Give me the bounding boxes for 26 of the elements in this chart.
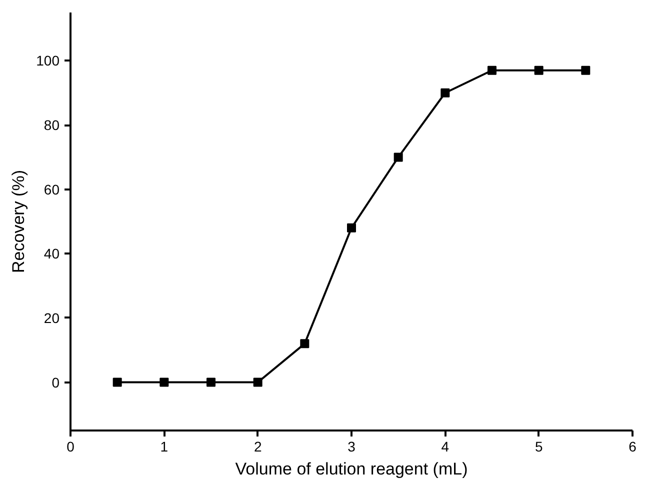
- point: [581, 66, 590, 75]
- x-axis-title: Volume of elution reagent (mL): [235, 460, 468, 478]
- point: [160, 378, 169, 387]
- y-tick-label: 40: [44, 246, 60, 262]
- point: [394, 152, 403, 162]
- y-tick-label: 20: [44, 310, 60, 326]
- y-tick-label: 100: [36, 52, 60, 69]
- x-tick-label: 5: [534, 438, 543, 454]
- x-tick-label: 3: [348, 438, 356, 454]
- point: [440, 88, 450, 98]
- x-tick-label: 1: [160, 438, 168, 454]
- x-tick-label: 0: [66, 438, 75, 454]
- point: [300, 339, 310, 348]
- point: [347, 223, 356, 232]
- y-axis-title: Recovery (%): [9, 170, 28, 273]
- x-tick-label: 2: [254, 438, 262, 454]
- x-tick-label: 6: [628, 438, 637, 454]
- point: [534, 66, 544, 75]
- point: [112, 378, 122, 387]
- point: [206, 378, 216, 387]
- y-tick-label: 80: [44, 117, 60, 134]
- point: [253, 378, 262, 387]
- x-tick-label: 4: [441, 438, 450, 454]
- point: [488, 66, 496, 75]
- y-tick-label: 0: [52, 374, 60, 390]
- y-tick-label: 60: [44, 181, 60, 198]
